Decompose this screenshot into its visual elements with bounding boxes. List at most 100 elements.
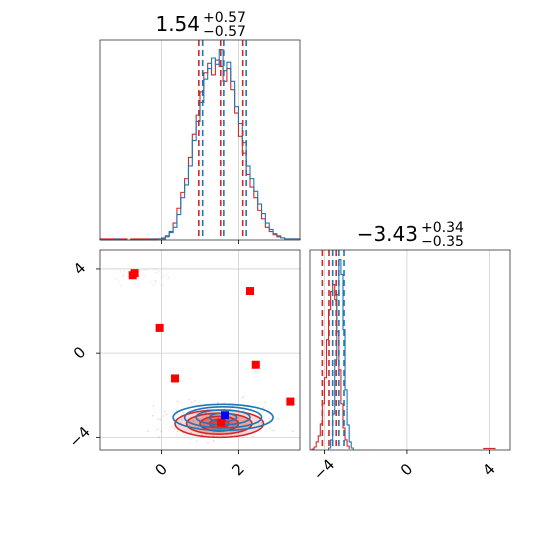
p2-sample-dot [181, 419, 183, 421]
panel-param1-histogram: 1.54 +0.57 −0.57 [99, 10, 301, 244]
p2-sample-dot [143, 269, 145, 271]
p2-sample-dot [159, 419, 162, 421]
p2-sample-dot [168, 277, 170, 279]
p2-sample-dot [154, 281, 156, 283]
p2-sample-dot [173, 428, 176, 430]
p2-sample-dot [152, 405, 155, 407]
p2-sample-dot [232, 424, 235, 427]
p2-sample-dot [157, 418, 160, 420]
p2-sample-dot [201, 434, 203, 436]
p3-xticks: −4 0 4 [310, 450, 499, 484]
p2-sample-dot [156, 428, 159, 431]
p2-sample-dot [237, 416, 239, 419]
p3-xtick-label: 0 [397, 460, 416, 479]
p2-sample-dot [146, 430, 149, 432]
p2-sample-dot [151, 415, 154, 417]
p2-sample-dot [165, 413, 168, 416]
p2-sample-dot [229, 415, 232, 418]
p2-sample-dot [118, 280, 120, 283]
p2-sample-dot [252, 435, 254, 438]
p1-title-plus: +0.57 [203, 10, 246, 26]
p3-title: −3.43 [357, 222, 418, 246]
p2-sample-dot [122, 274, 124, 276]
p2-sample-dot [192, 420, 194, 422]
p2-sample-dot [292, 430, 294, 433]
p2-sample-dot [171, 426, 173, 428]
p2-red-marker [286, 397, 295, 406]
p2-sample-dot [241, 397, 243, 399]
p2-sample-dot [123, 270, 126, 272]
p3-axes-frame [309, 249, 511, 451]
p2-red-marker [251, 360, 260, 369]
p2-xtick-label: 0 [151, 460, 170, 479]
p1-title: 1.54 [155, 12, 200, 36]
p2-sample-dot [162, 276, 164, 278]
p2-sample-dot [158, 271, 160, 273]
p3-gridlines [324, 250, 490, 450]
p2-sample-dot [167, 278, 169, 280]
p2-contour-level [172, 403, 274, 432]
p2-xtick-label: 2 [228, 460, 247, 479]
p2-red-marker [246, 287, 254, 296]
p2-sample-dot [241, 436, 244, 439]
p2-sample-dot [195, 440, 198, 442]
p1-quantile-lines [198, 40, 247, 240]
p2-yticks: −4 0 4 [65, 259, 100, 451]
p2-sample-dot [153, 267, 155, 270]
p2-sample-dot [164, 411, 166, 413]
p1-title-minus: −0.57 [203, 24, 246, 40]
p1-histogram-bars [99, 48, 301, 241]
p2-sample-dot [115, 278, 117, 280]
p2-sample-dot [182, 411, 184, 414]
p2-sample-dot [164, 267, 166, 269]
p3-title-plus: +0.34 [421, 220, 464, 236]
p2-axes-frame [99, 249, 301, 451]
p2-sample-dot [152, 284, 154, 286]
p2-sample-dot [177, 400, 179, 403]
p2-blue-marker [221, 411, 229, 420]
p2-sample-dot [116, 267, 118, 269]
p2-sample-dot [199, 418, 201, 421]
p2-sample-dot [160, 284, 162, 286]
p2-sample-dot [264, 401, 266, 404]
p3-title-minus: −0.35 [421, 234, 464, 250]
p2-ytick-label: 4 [70, 259, 89, 278]
p3-title-value: −3.43 [357, 222, 418, 246]
p2-gridlines [100, 250, 300, 450]
p2-sample-dot [162, 284, 164, 286]
p2-sample-dot [155, 272, 157, 274]
p2-sample-dot [180, 414, 183, 416]
p2-sample-dot [177, 431, 179, 433]
p2-sample-dot [134, 283, 136, 285]
p2-sample-dot [212, 440, 215, 442]
p2-sample-dot [262, 407, 265, 409]
p2-sample-dot [216, 401, 219, 404]
p2-red-marker [171, 374, 179, 383]
p2-sample-dot [208, 414, 211, 416]
p1-xticks [161, 240, 239, 244]
p2-sample-dot [242, 396, 245, 398]
p2-red-marker [155, 323, 164, 332]
p2-red-marker [217, 418, 226, 427]
p2-sample-dot [189, 420, 192, 422]
p2-sample-dot [272, 429, 275, 432]
p2-sample-dot [268, 417, 270, 420]
p2-sample-dot [120, 284, 122, 287]
p2-sample-dot [188, 399, 190, 401]
p2-contour-level [183, 406, 263, 429]
p3-quantile-lines [321, 250, 345, 450]
p2-sample-dot [150, 281, 152, 283]
p2-sample-dot [212, 435, 214, 437]
p2-markers [128, 269, 295, 427]
p2-sample-dot [143, 274, 145, 276]
p1-histogram-series [100, 48, 301, 241]
p2-sample-dot [158, 436, 160, 438]
p1-gridlines [161, 40, 239, 240]
p2-sample-dot [123, 275, 125, 277]
p3-xtick-label: −4 [310, 455, 338, 483]
p2-sample-dot [162, 415, 164, 417]
p2-sample-dot [207, 442, 209, 444]
p2-sample-dot [184, 434, 186, 436]
